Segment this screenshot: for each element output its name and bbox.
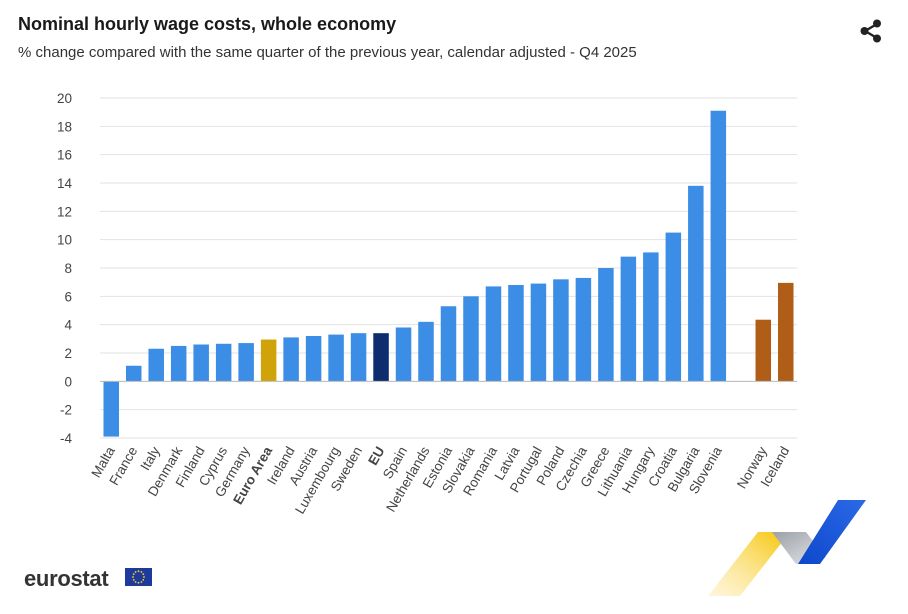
bar-romania[interactable] [485,286,502,382]
bar-latvia[interactable] [508,285,524,382]
bar-czechia[interactable] [575,277,592,382]
y-tick-label: -2 [60,403,72,418]
bar-norway[interactable] [755,319,772,382]
bar-italy[interactable] [148,348,164,382]
share-icon [860,19,881,43]
bar-portugal[interactable] [530,283,547,382]
bar-greece[interactable] [598,268,614,382]
bar-netherlands[interactable] [418,321,434,382]
y-tick-label: 10 [57,233,72,248]
bar-croatia[interactable] [665,232,682,382]
bar-germany[interactable] [238,343,254,382]
bar-lithuania[interactable] [620,256,637,382]
brand-decoration [708,500,866,596]
bar-iceland[interactable] [778,282,794,382]
chart-subtitle: % change compared with the same quarter … [18,44,637,61]
chart-title: Nominal hourly wage costs, whole economy [18,14,397,34]
bar-hungary[interactable] [643,252,659,382]
bar-euro-area[interactable] [260,339,277,382]
bar-finland[interactable] [193,344,209,382]
y-tick-label: 0 [64,374,72,389]
eu-flag-icon [125,568,152,586]
y-tick-label: 20 [57,91,72,106]
bar-cyprus[interactable] [215,343,232,382]
y-tick-label: 16 [57,148,72,163]
bar-bulgaria[interactable] [688,185,704,382]
bar-austria[interactable] [305,336,322,382]
bar-estonia[interactable] [440,306,457,382]
bar-slovenia[interactable] [710,110,727,382]
bar-slovakia[interactable] [463,296,479,382]
share-button[interactable] [856,16,886,46]
eurostat-logo: eurostat [24,566,109,591]
x-tick-label: EU [365,444,387,468]
bars [103,110,794,437]
bar-ireland[interactable] [283,337,299,382]
x-axis-labels: MaltaFranceItalyDenmarkFinlandCyprusGerm… [88,444,792,517]
bar-spain[interactable] [395,327,412,382]
y-tick-label: -4 [60,431,72,446]
y-tick-label: 8 [64,261,72,276]
bar-denmark[interactable] [170,345,187,382]
y-tick-label: 2 [64,346,72,361]
bar-poland[interactable] [553,279,569,382]
y-tick-label: 18 [57,119,72,134]
y-tick-label: 12 [57,204,72,219]
bar-eu[interactable] [373,333,389,382]
bar-luxembourg[interactable] [328,334,344,382]
y-tick-label: 6 [64,289,72,304]
y-tick-label: 14 [57,176,73,191]
bar-france[interactable] [125,365,142,382]
bar-sweden[interactable] [350,333,367,382]
bar-malta[interactable] [103,381,119,437]
y-tick-label: 4 [64,318,72,333]
gridlines [100,97,797,439]
